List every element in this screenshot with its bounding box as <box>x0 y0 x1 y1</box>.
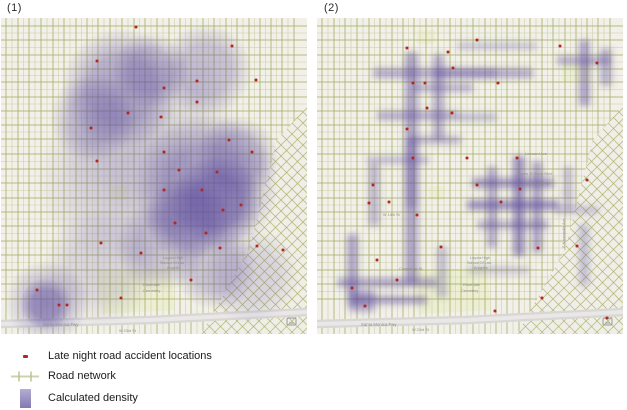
accident-location-marker <box>89 126 93 130</box>
accident-location-marker <box>200 188 204 192</box>
accident-location-marker <box>159 115 163 119</box>
map-place-label: San Marino St <box>525 182 550 186</box>
accident-location-marker <box>227 138 231 142</box>
accident-location-marker <box>387 200 391 204</box>
map-place-label: Rosedale <box>463 282 481 287</box>
map-place-label: Rosedale <box>143 282 161 287</box>
accident-location-marker <box>518 187 522 191</box>
accident-location-marker <box>395 278 399 282</box>
accident-location-marker <box>162 188 166 192</box>
accident-location-marker <box>119 296 123 300</box>
map-place-label: Loyola High <box>470 256 490 260</box>
map-place-label: Cemetery <box>143 288 160 293</box>
accident-location-marker <box>475 183 479 187</box>
accident-location-marker <box>465 156 469 160</box>
accident-location-marker <box>134 25 138 29</box>
accident-location-marker <box>195 100 199 104</box>
road-line-icon <box>10 370 40 383</box>
map-place-label: Cambridge St <box>399 267 423 271</box>
accident-location-marker <box>499 200 503 204</box>
legend-item-road-network: Road network <box>10 366 330 386</box>
map-place-label: School Of Los <box>467 261 491 265</box>
accident-location-marker <box>95 59 99 63</box>
map-place-label: Cemetery <box>461 288 478 293</box>
accident-location-marker <box>450 111 454 115</box>
accident-location-marker <box>189 278 193 282</box>
accident-location-marker <box>558 44 562 48</box>
accident-location-marker <box>254 78 258 82</box>
accident-location-marker <box>536 246 540 250</box>
map-place-label: W 14th St <box>383 213 401 217</box>
accident-location-marker <box>405 46 409 50</box>
map-place-label: W 23rd St <box>119 329 137 333</box>
map-place-label: S Normandie Ave <box>562 219 566 248</box>
panel-1-label: (1) <box>7 2 22 14</box>
accident-location-marker <box>540 296 544 300</box>
accident-location-marker <box>215 170 219 174</box>
accident-location-marker <box>239 203 243 207</box>
accident-location-marker <box>367 201 371 205</box>
accident-location-marker <box>439 245 443 249</box>
accident-location-marker <box>221 208 225 212</box>
accident-location-marker <box>126 111 130 115</box>
map-place-label: Santa Monica Fwy <box>43 322 79 327</box>
accident-location-marker <box>493 309 497 313</box>
map-place-label: School Of Los <box>160 261 184 265</box>
accident-location-marker <box>350 286 354 290</box>
accident-location-marker <box>446 50 450 54</box>
accident-location-marker <box>575 244 579 248</box>
accident-location-marker <box>250 150 254 154</box>
accident-location-marker <box>255 244 259 248</box>
legend-label-accidents: Late night road accident locations <box>48 350 212 362</box>
accident-location-marker <box>204 231 208 235</box>
map-place-label: Loyola High <box>163 256 183 260</box>
map-place-label: James M Wood Blvd <box>517 172 552 176</box>
accident-location-marker <box>95 159 99 163</box>
density-patch-icon <box>10 388 40 408</box>
legend-label-road-network: Road network <box>48 370 116 382</box>
accident-location-marker <box>496 81 500 85</box>
accident-location-marker <box>195 79 199 83</box>
panel-2-label: (2) <box>324 2 339 14</box>
accident-location-marker <box>218 246 222 250</box>
accident-location-marker <box>177 168 181 172</box>
accident-location-marker <box>405 127 409 131</box>
accident-location-marker <box>585 178 589 182</box>
map-place-label: Santa Monica Fwy <box>361 322 397 327</box>
legend-item-density: Calculated density <box>10 386 330 410</box>
accident-location-marker <box>451 66 455 70</box>
map-place-label: Leeward Ave <box>525 152 547 156</box>
accident-location-marker <box>375 258 379 262</box>
accident-location-marker <box>425 106 429 110</box>
accident-location-marker <box>65 303 69 307</box>
map-place-label: W 23rd St <box>412 328 430 332</box>
accident-location-marker <box>411 81 415 85</box>
accident-location-marker <box>411 156 415 160</box>
accident-location-marker <box>57 303 61 307</box>
network-kernel-density-map: Santa Monica Fwy Loyola High School Of Los… <box>317 18 623 334</box>
map-place-label: Angeles <box>167 266 181 270</box>
accident-location-marker <box>515 156 519 160</box>
accident-location-marker <box>423 81 427 85</box>
accident-location-marker <box>363 304 367 308</box>
accident-location-marker <box>139 251 143 255</box>
map-place-label: Angeles <box>474 266 488 270</box>
accident-marker-icon <box>10 354 40 358</box>
accident-location-marker <box>173 221 177 225</box>
planar-kernel-density-map: Santa Monica Fwy Loyola High School Of Los… <box>1 18 307 334</box>
legend: Late night road accident locations Road … <box>10 346 330 410</box>
accident-location-marker <box>99 241 103 245</box>
accident-location-marker <box>230 44 234 48</box>
accident-location-marker <box>475 38 479 42</box>
accident-location-marker <box>281 248 285 252</box>
accident-location-marker <box>415 213 419 217</box>
accident-location-marker <box>162 86 166 90</box>
legend-label-density: Calculated density <box>48 392 138 404</box>
accident-location-marker <box>371 183 375 187</box>
accident-location-marker <box>35 288 39 292</box>
accident-location-marker <box>605 316 609 320</box>
accident-location-marker <box>162 150 166 154</box>
accident-location-marker <box>595 61 599 65</box>
legend-item-accidents: Late night road accident locations <box>10 346 330 366</box>
